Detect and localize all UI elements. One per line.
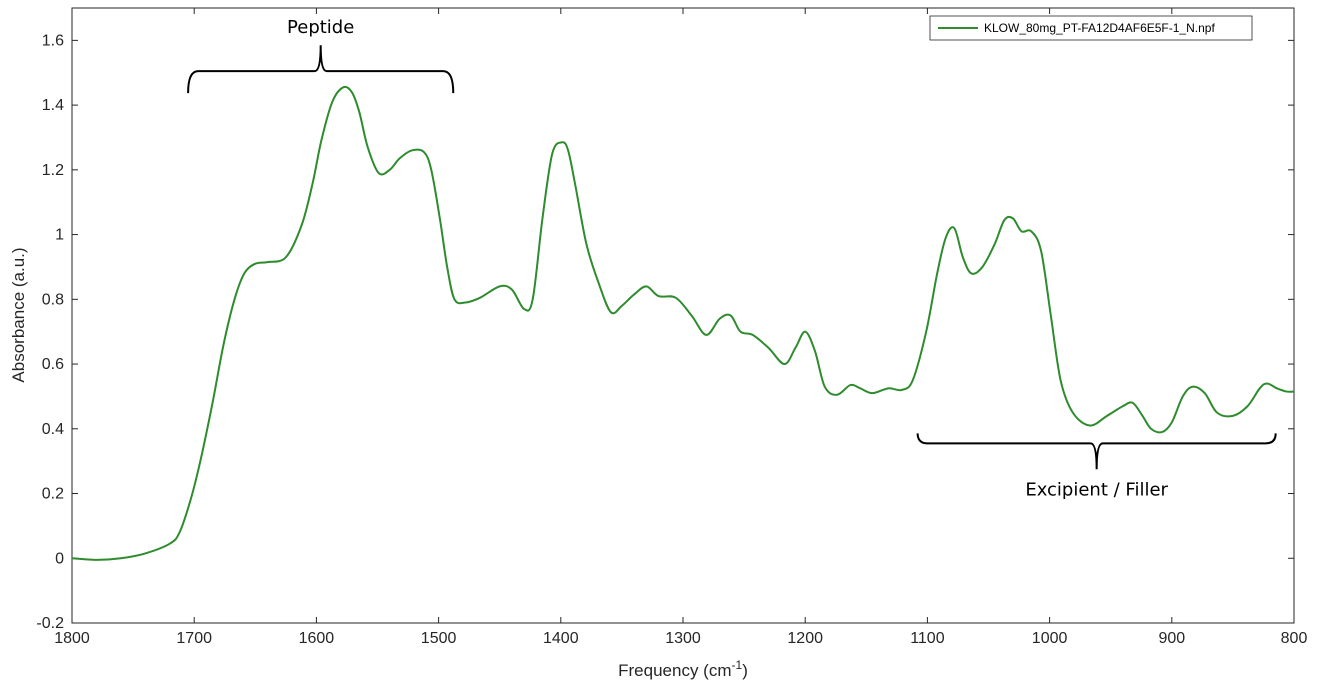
y-tick-label: 1 (55, 227, 64, 244)
y-axis: -0.2 0 0.2 0.4 0.6 0.8 1 1.2 1.4 1.6 (36, 32, 1294, 632)
annotation-label: Excipient / Filler (1025, 479, 1168, 500)
x-tick-label: 1400 (543, 630, 579, 647)
x-axis-label: Frequency (cm-1) (618, 658, 748, 680)
y-tick-label: 1.4 (42, 97, 64, 114)
plot-area (71, 7, 1295, 624)
x-tick-label: 1200 (787, 630, 823, 647)
y-tick-label: 0.6 (42, 356, 64, 373)
y-tick-label: 1.2 (42, 162, 64, 179)
x-tick-label: 1600 (299, 630, 335, 647)
y-tick-label: 0.8 (42, 291, 64, 308)
x-axis: 1800 1700 1600 1500 1400 1300 1200 1100 1000 900 8… (54, 8, 1307, 647)
x-axis-label-superscript: -1 (732, 658, 743, 672)
x-axis-label-close: ) (742, 661, 748, 680)
annotations: Peptide Excipient / Filler (187, 17, 1277, 500)
y-tick-label: 0 (55, 550, 64, 567)
x-tick-label: 800 (1281, 630, 1308, 647)
y-tick-label: -0.2 (36, 615, 64, 632)
y-axis-label: Absorbance (a.u.) (9, 247, 28, 382)
x-tick-label: 1300 (665, 630, 701, 647)
legend-box (929, 15, 1253, 41)
annotation-label: Peptide (287, 17, 354, 38)
x-tick-label: 1000 (1032, 630, 1068, 647)
x-tick-label: 1800 (54, 630, 90, 647)
x-tick-label: 1500 (421, 630, 457, 647)
x-tick-label: 1100 (910, 630, 945, 647)
x-tick-label: 1700 (176, 630, 212, 647)
annotation-bracket (916, 433, 1277, 470)
y-tick-label: 1.6 (42, 32, 64, 49)
x-tick-label: 900 (1158, 630, 1185, 647)
series-line (71, 85, 1295, 561)
y-tick-label: 0.2 (42, 486, 64, 503)
legend: KLOW_80mg_PT-FA12D4AF6E5F-1_N.npf (929, 15, 1253, 41)
annotation-bracket (187, 45, 455, 94)
legend-label: KLOW_80mg_PT-FA12D4AF6E5F-1_N.npf (984, 21, 1215, 35)
series-layer (71, 85, 1295, 561)
y-tick-label: 0.4 (42, 421, 64, 438)
x-axis-label-text: Frequency (cm (618, 661, 731, 680)
